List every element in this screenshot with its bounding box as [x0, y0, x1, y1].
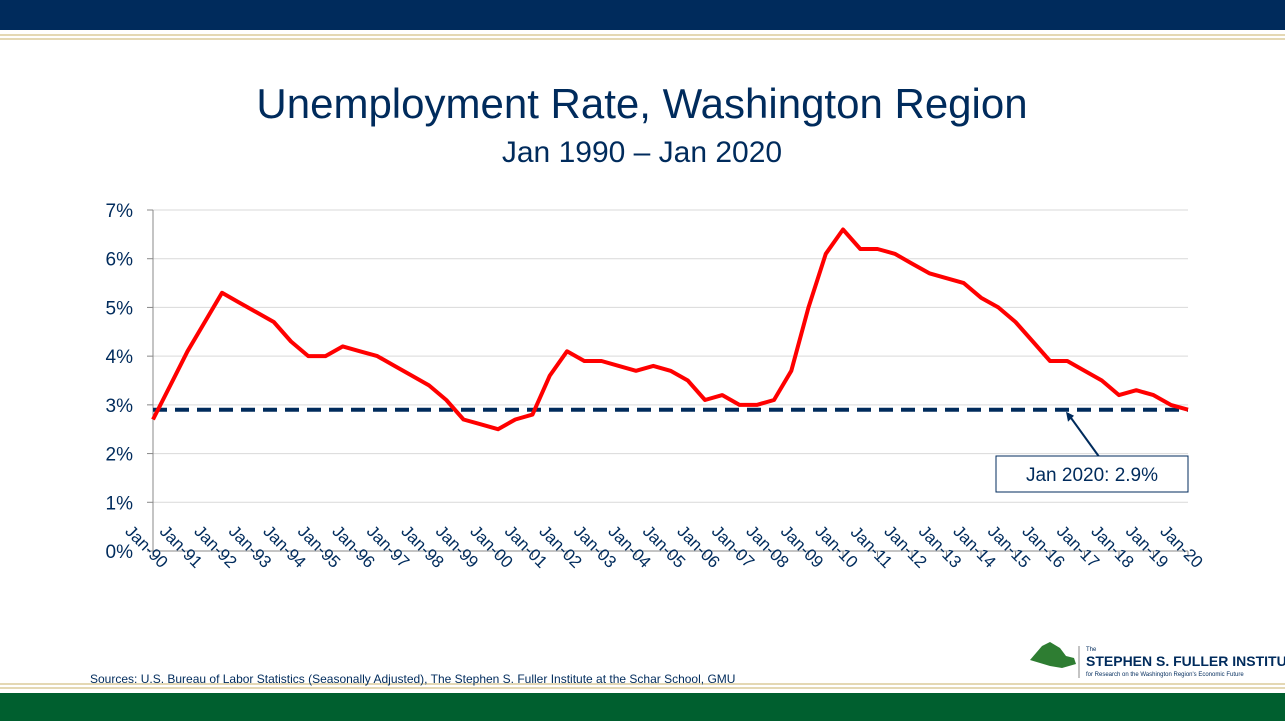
y-tick-label: 1% — [106, 493, 134, 514]
y-tick-label: 5% — [106, 298, 134, 319]
bottom-band — [0, 693, 1285, 721]
annotation: Jan 2020: 2.9% — [1026, 465, 1158, 486]
arrow-head — [1066, 411, 1074, 422]
y-tick-label: 4% — [106, 347, 134, 368]
annotation-box — [995, 455, 1189, 493]
y-tick-label: 2% — [106, 445, 134, 466]
y-tick-label: 0% — [106, 542, 134, 563]
chart-title: Unemployment Rate, Washington Region — [256, 80, 1027, 127]
y-tick-label: 3% — [106, 396, 134, 417]
top-band — [0, 0, 1285, 30]
source: Sources: U.S. Bureau of Labor Statistics… — [90, 672, 735, 686]
annotation-arrow — [1067, 413, 1101, 459]
logo-name: STEPHEN S. FULLER INSTITUTE — [1086, 653, 1285, 669]
series-line — [151, 227, 1189, 432]
y-tick-label: 6% — [106, 250, 134, 271]
logo-map — [1030, 642, 1076, 668]
logo-small: The — [1086, 647, 1097, 653]
y-tick-label: 7% — [106, 201, 134, 222]
chart-subtitle: Jan 1990 – Jan 2020 — [502, 136, 782, 169]
logo-tagline: for Research on the Washington Region's … — [1086, 672, 1244, 678]
